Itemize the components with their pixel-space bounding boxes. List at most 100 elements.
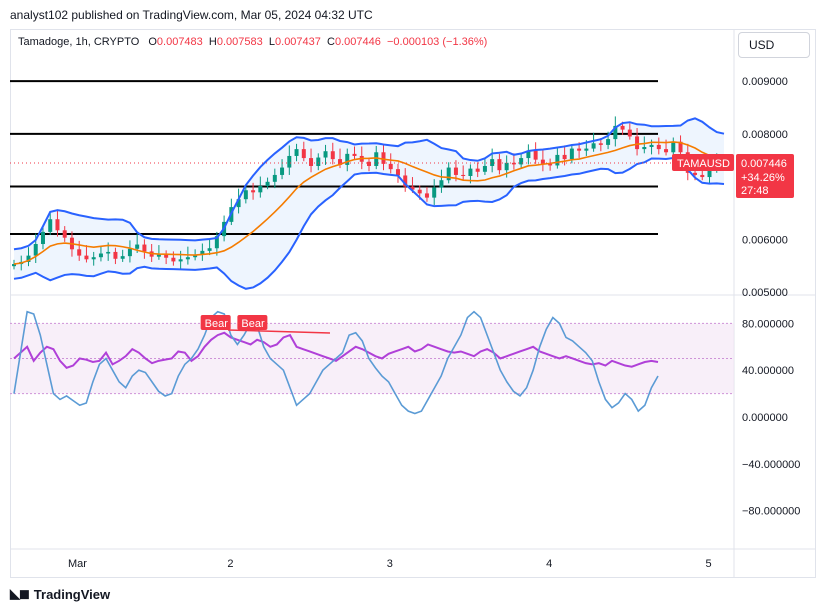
bollinger-lower-line bbox=[13, 156, 725, 290]
symbol-label: Tamadoge, 1h, CRYPTO bbox=[18, 36, 140, 48]
candle-body bbox=[164, 254, 169, 258]
candle-body bbox=[207, 248, 212, 251]
time-tick-label: 3 bbox=[387, 558, 393, 570]
candle-body bbox=[642, 147, 647, 150]
ohlc-legend: Tamadoge, 1h, CRYPTO O0.007483 H0.007583… bbox=[18, 36, 487, 48]
candle-body bbox=[424, 193, 429, 198]
footer-brand: ◣◼ TradingView bbox=[10, 586, 110, 602]
low-value: 0.007437 bbox=[275, 36, 321, 48]
low-label: L bbox=[268, 36, 276, 48]
candle-body bbox=[374, 152, 379, 166]
bollinger-mid-line bbox=[13, 141, 725, 265]
candle-body bbox=[548, 163, 553, 166]
candle-body bbox=[519, 158, 524, 165]
candle-body bbox=[490, 159, 495, 166]
candle-body bbox=[649, 144, 654, 147]
currency-selector[interactable]: USD bbox=[738, 32, 810, 58]
candle-body bbox=[316, 157, 321, 166]
candle-body bbox=[526, 150, 531, 159]
candle-body bbox=[84, 255, 89, 260]
candle-body bbox=[127, 248, 132, 257]
bear-signal-bg-1 bbox=[237, 315, 268, 330]
candle-body bbox=[627, 129, 632, 137]
open-label: O bbox=[148, 36, 157, 48]
footer-brand-text: TradingView bbox=[33, 586, 111, 602]
candle-body bbox=[214, 236, 219, 249]
candle-body bbox=[142, 244, 147, 252]
change-value: −0.000103 (−1.36%) bbox=[387, 36, 488, 48]
candle-body bbox=[700, 174, 705, 178]
tradingview-logo-icon: ◣◼ bbox=[10, 586, 30, 601]
candle-body bbox=[664, 149, 669, 153]
candle-body bbox=[620, 125, 625, 130]
candle-body bbox=[497, 159, 502, 171]
candle-body bbox=[309, 158, 314, 166]
candle-body bbox=[577, 148, 582, 151]
candle-body bbox=[113, 251, 118, 259]
candle-body bbox=[388, 163, 393, 170]
candle-body bbox=[584, 148, 589, 151]
oscillator-tick-label: 40.000000 bbox=[742, 365, 794, 377]
candle-body bbox=[323, 151, 328, 158]
candle-body bbox=[345, 153, 350, 165]
candle-body bbox=[678, 141, 683, 153]
candle-body bbox=[432, 187, 437, 198]
symbol-tag-label: TAMAUSD bbox=[677, 158, 730, 170]
candle-body bbox=[106, 251, 111, 254]
candle-body bbox=[395, 169, 400, 176]
oscillator-tick-label: −80.000000 bbox=[742, 506, 800, 518]
candle-body bbox=[91, 257, 96, 260]
candle-body bbox=[301, 149, 306, 159]
bear-signal-label-1: Bear bbox=[241, 318, 265, 330]
bear-signal-connector bbox=[227, 329, 331, 334]
candle-body bbox=[381, 152, 386, 164]
time-tick-label: 5 bbox=[706, 558, 712, 570]
candle-body bbox=[468, 168, 473, 176]
candle-body bbox=[403, 175, 408, 187]
close-value: 0.007446 bbox=[334, 36, 381, 48]
candle-body bbox=[77, 249, 82, 256]
bollinger-upper-line bbox=[13, 117, 725, 251]
candle-body bbox=[62, 230, 67, 238]
candle-body bbox=[200, 250, 205, 255]
candle-body bbox=[656, 144, 661, 150]
candle-body bbox=[178, 259, 183, 262]
time-tick-label: 4 bbox=[546, 558, 552, 570]
candle-body bbox=[693, 172, 698, 175]
candle-body bbox=[243, 190, 248, 200]
oscillator-tick-label: 0.000000 bbox=[742, 412, 788, 424]
candle-body bbox=[26, 255, 31, 262]
candle-body bbox=[236, 199, 241, 208]
chart-frame bbox=[10, 29, 816, 578]
bear-signal-label-0: Bear bbox=[205, 318, 229, 330]
price-tag-bg bbox=[736, 154, 794, 199]
candle-body bbox=[352, 153, 357, 156]
candle-body bbox=[446, 167, 451, 181]
candle-body bbox=[48, 219, 53, 232]
candle-body bbox=[417, 189, 422, 194]
candle-body bbox=[330, 151, 335, 160]
candle-body bbox=[171, 257, 176, 262]
candle-body bbox=[367, 161, 371, 166]
candle-body bbox=[258, 186, 263, 193]
bear-signal-bg-0 bbox=[200, 315, 231, 330]
oscillator-tick-label: 80.000000 bbox=[742, 318, 794, 330]
candle-body bbox=[591, 143, 596, 149]
candle-body bbox=[598, 143, 603, 145]
candle-body bbox=[504, 162, 509, 171]
price-tick-label: 0.008000 bbox=[742, 129, 788, 141]
candle-body bbox=[707, 168, 712, 178]
candle-body bbox=[613, 125, 618, 140]
candle-body bbox=[33, 244, 38, 256]
candle-body bbox=[185, 257, 190, 260]
candle-body bbox=[156, 254, 161, 257]
price-tag-value: 0.007446 bbox=[741, 158, 787, 170]
symbol-tag-bg bbox=[672, 154, 734, 172]
candle-body bbox=[540, 159, 545, 164]
candle-body bbox=[511, 162, 516, 165]
publisher-caption: analyst102 published on TradingView.com,… bbox=[10, 8, 373, 22]
oscillator-tick-label: −40.000000 bbox=[742, 459, 800, 471]
high-label: H bbox=[208, 36, 217, 48]
candle-body bbox=[40, 231, 45, 245]
candle-body bbox=[606, 139, 611, 145]
